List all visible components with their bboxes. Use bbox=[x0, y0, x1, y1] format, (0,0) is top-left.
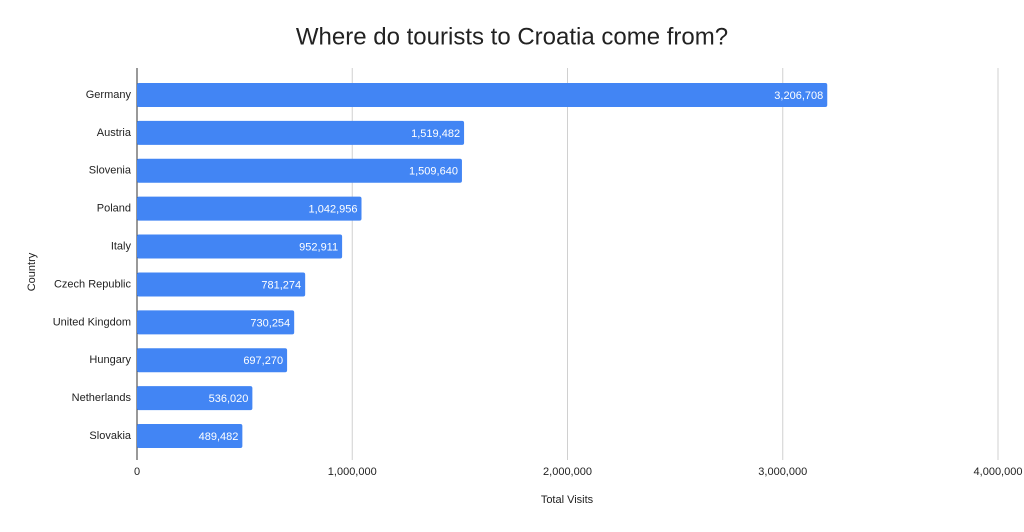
y-tick-label: Slovenia bbox=[89, 165, 132, 177]
x-axis-title: Total Visits bbox=[541, 494, 594, 506]
y-tick-label: Czech Republic bbox=[54, 278, 132, 290]
y-tick-label: Austria bbox=[97, 127, 132, 139]
value-label: 952,911 bbox=[299, 241, 338, 253]
bar bbox=[137, 310, 295, 335]
y-tick-label: Germany bbox=[86, 89, 132, 101]
bar bbox=[137, 234, 343, 259]
y-tick-label: Poland bbox=[97, 203, 131, 215]
bar bbox=[137, 158, 462, 183]
x-tick-label: 1,000,000 bbox=[328, 466, 377, 478]
x-tick-label: 4,000,000 bbox=[974, 466, 1023, 478]
bar bbox=[137, 120, 465, 145]
value-label: 536,020 bbox=[209, 393, 249, 405]
bar bbox=[137, 82, 828, 107]
y-tick-label: United Kingdom bbox=[53, 316, 131, 328]
value-label: 3,206,708 bbox=[774, 90, 823, 102]
value-label: 781,274 bbox=[261, 279, 301, 291]
bar bbox=[137, 386, 253, 411]
y-tick-label: Slovakia bbox=[89, 430, 131, 442]
x-tick-label: 0 bbox=[134, 466, 140, 478]
chart-title: Where do tourists to Croatia come from? bbox=[296, 23, 728, 50]
x-tick-label: 2,000,000 bbox=[543, 466, 592, 478]
value-label: 697,270 bbox=[243, 355, 283, 367]
bar bbox=[137, 348, 288, 373]
value-label: 730,254 bbox=[250, 317, 290, 329]
value-label: 489,482 bbox=[199, 431, 239, 443]
y-axis-title: Country bbox=[26, 252, 38, 291]
y-tick-label: Hungary bbox=[89, 354, 131, 366]
value-label: 1,509,640 bbox=[409, 166, 458, 178]
value-label: 1,042,956 bbox=[309, 204, 358, 216]
x-tick-label: 3,000,000 bbox=[758, 466, 807, 478]
bar bbox=[137, 272, 306, 297]
bar bbox=[137, 424, 243, 449]
value-label: 1,519,482 bbox=[411, 128, 460, 140]
bar bbox=[137, 196, 362, 221]
y-tick-label: Italy bbox=[111, 240, 132, 252]
y-tick-label: Netherlands bbox=[72, 392, 132, 404]
